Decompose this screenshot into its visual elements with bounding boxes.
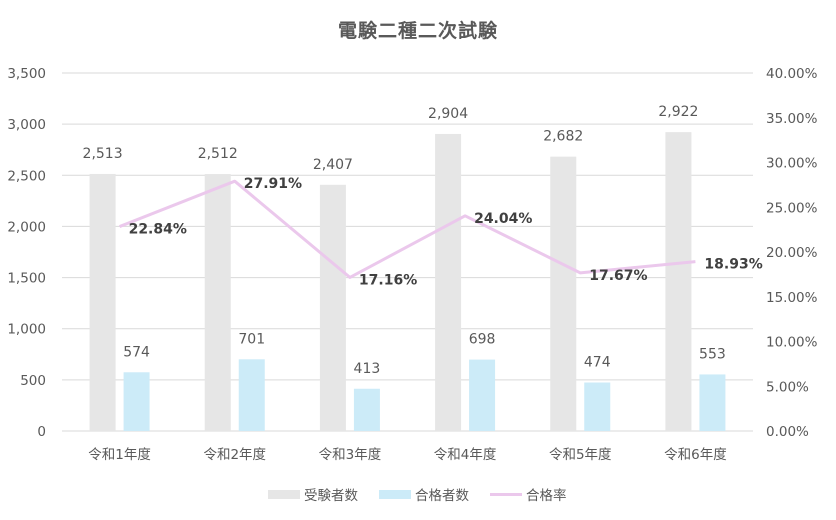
y2-axis-tick: 25.00% <box>766 200 818 216</box>
pass-rate-label: 24.04% <box>474 211 532 227</box>
chart-title: 電験二種二次試験 <box>337 20 498 42</box>
y2-axis-tick: 20.00% <box>766 245 818 261</box>
legend-swatch-gray <box>268 489 300 499</box>
y2-axis-tick: 15.00% <box>766 290 818 306</box>
legend-swatch-line <box>490 492 522 496</box>
x-axis-category: 令和6年度 <box>664 447 727 463</box>
bar-label-examinees: 2,904 <box>428 106 468 122</box>
bar-passers <box>469 359 496 431</box>
bar-passers <box>584 382 611 431</box>
bar-examinees <box>89 173 116 431</box>
x-axis-category: 令和5年度 <box>549 447 612 463</box>
bar-label-passers: 474 <box>584 355 611 371</box>
bar-label-passers: 701 <box>238 331 265 347</box>
legend-item-examinees: 受験者数 <box>268 484 358 504</box>
bar-examinees <box>435 133 462 431</box>
y-axis-tick: 1,500 <box>7 271 46 287</box>
x-axis-category: 令和4年度 <box>434 447 497 463</box>
x-axis-category: 令和1年度 <box>88 447 151 463</box>
bar-label-examinees: 2,922 <box>658 104 698 120</box>
legend-item-passers: 合格者数 <box>379 484 469 504</box>
pass-rate-label: 17.67% <box>589 268 647 284</box>
legend-label: 合格者数 <box>415 488 469 504</box>
bar-label-passers: 698 <box>469 332 496 348</box>
legend: 受験者数 合格者数 合格率 <box>0 484 836 504</box>
y2-axis-tick: 0.00% <box>766 424 809 440</box>
y2-axis-tick: 5.00% <box>766 379 809 395</box>
bar-label-examinees: 2,512 <box>198 146 238 162</box>
legend-label: 受験者数 <box>304 488 358 504</box>
legend-swatch-blue <box>379 489 411 499</box>
bar-passers <box>238 359 265 431</box>
pass-rate-line <box>119 179 696 279</box>
bar-examinees <box>665 132 692 431</box>
y2-axis-tick: 35.00% <box>766 111 818 127</box>
y-axis-tick: 2,500 <box>7 168 46 184</box>
pass-rate-label: 22.84% <box>129 222 187 238</box>
bar-label-passers: 574 <box>123 344 150 360</box>
bar-label-examinees: 2,407 <box>313 157 353 173</box>
pass-rate-label: 17.16% <box>359 272 417 288</box>
x-axis-category: 令和3年度 <box>319 447 382 463</box>
y-axis-tick: 3,500 <box>7 66 46 82</box>
y-axis-tick: 500 <box>20 373 46 389</box>
pass-rate-label: 18.93% <box>704 257 762 273</box>
bar-label-examinees: 2,682 <box>543 129 583 145</box>
y-axis-tick: 0 <box>37 424 46 440</box>
bar-passers <box>699 374 726 431</box>
y2-axis-tick: 40.00% <box>766 66 818 82</box>
bar-label-examinees: 2,513 <box>83 146 123 162</box>
bar-passers <box>353 388 380 431</box>
bar-label-passers: 553 <box>699 346 726 362</box>
bar-passers <box>123 372 150 431</box>
y-axis-tick: 1,000 <box>7 322 46 338</box>
bar-examinees <box>319 184 346 431</box>
y-axis-tick: 3,000 <box>7 117 46 133</box>
pass-rate-label: 27.91% <box>244 176 302 192</box>
y2-axis-tick: 10.00% <box>766 335 818 351</box>
bar-examinees <box>204 174 231 431</box>
y2-axis-tick: 30.00% <box>766 156 818 172</box>
legend-item-pass-rate: 合格率 <box>490 484 567 504</box>
x-axis-category: 令和2年度 <box>203 447 266 463</box>
legend-label: 合格率 <box>526 488 567 504</box>
y-axis-tick: 2,000 <box>7 219 46 235</box>
bar-examinees <box>550 156 577 431</box>
bar-label-passers: 413 <box>354 361 381 377</box>
